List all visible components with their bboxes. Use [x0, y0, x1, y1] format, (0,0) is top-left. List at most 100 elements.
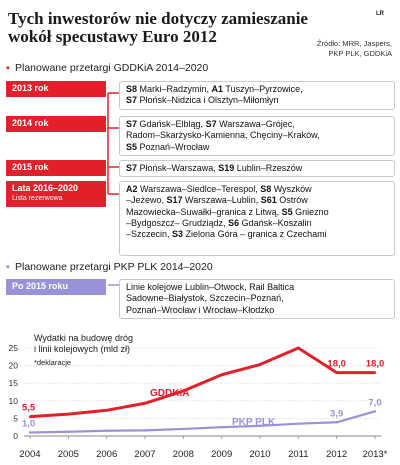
data-point: [220, 426, 223, 429]
data-point: [182, 427, 185, 431]
gddkia-row-2014-route-text: Warszawa–Grójec, Radom–Skarżysko-Kamienn…: [126, 119, 320, 141]
gddkia-row-2016-2020-road-code: S8: [260, 184, 272, 194]
label-reserve-list: Lista rezerwowa: [12, 195, 63, 202]
author-tag: LR: [376, 11, 384, 17]
series-line-pkp-plk: [29, 410, 376, 434]
y-tick-label: 15: [9, 378, 19, 388]
source-line-2: PKP PLK, GDDKiA: [328, 48, 392, 58]
data-point: [335, 421, 338, 424]
chart-series: 5,5 18,0 18,0 GDDKiA 1,0 3,9 7,0 PKP PLK: [22, 346, 385, 434]
gddkia-row-2016-2020-route-text: Gniezno –Bydgoszcz– Grudziądz,: [126, 206, 329, 228]
gddkia-row-2015: S7 Płońsk–Warszawa, S19 Lublin–Rzeszów: [119, 160, 395, 177]
data-label: 3,9: [330, 408, 343, 419]
chart-title-line-2: i linii kolejowych (mld zł): [34, 344, 130, 354]
gddkia-row-2016-2020-route-text: Ostrów Mazowiecka–Suwałki–granica z Litw…: [126, 195, 308, 217]
data-point: [373, 371, 377, 374]
data-point: [297, 422, 300, 425]
data-point: [143, 402, 147, 405]
gddkia-row-2016-2020-road-code: S17: [166, 195, 183, 206]
gddkia-row-2015-road-code: S19: [218, 163, 235, 173]
gddkia-row-2015-route-text: Lublin–Rzeszów: [234, 163, 303, 173]
label-2013: 2013 rok: [6, 81, 106, 97]
label-2014: 2014 rok: [6, 116, 106, 132]
gddkia-row-2013-road-code: S8: [126, 84, 138, 94]
x-tick-label: 2013*: [363, 449, 388, 460]
data-point: [297, 346, 300, 350]
series-name-label: PKP PLK: [232, 417, 276, 428]
gddkia-row-2015-route-text: Płońsk–Warszawa,: [137, 163, 219, 173]
gddkia-row-2014-route-text: Poznań–Wrocław: [137, 141, 210, 152]
gddkia-row-2014: S7 Gdańsk–Elbląg, S7 Warszawa–Grójec, Ra…: [119, 116, 395, 156]
pkp-row-after-2015-route-text: Linie kolejowe Lublin–Otwock, Rail Balti…: [126, 282, 295, 315]
gddkia-row-2016-2020-route-text: Warszawa–Siedlce–Terespol,: [137, 184, 261, 194]
label-2014-text: 2014 rok: [12, 118, 49, 128]
data-point: [335, 371, 338, 374]
x-tick-label: 2005: [58, 449, 79, 460]
gddkia-row-2016-2020-road-code: S3: [172, 229, 184, 240]
label-2016-2020-text: Lata 2016–2020: [12, 183, 79, 193]
x-tick-label: 2006: [96, 449, 117, 460]
data-point: [67, 430, 70, 433]
purple-square-icon: ▪: [6, 261, 10, 273]
pkp-row-after-2015: Linie kolejowe Lublin–Otwock, Rail Balti…: [119, 279, 395, 319]
chart-title-line-1: Wydatki na budowę dróg: [34, 333, 133, 343]
data-label: 18,0: [366, 359, 385, 370]
gddkia-row-2016-2020-road-code: S5: [281, 206, 293, 217]
x-tick-label: 2004: [19, 449, 40, 460]
gddkia-heading-text: Planowane przetargi GDDKiA 2014–2020: [15, 62, 209, 74]
gddkia-row-2013-route-text: Marki–Radzymin,: [137, 84, 212, 94]
source-line-1: Źródło: MRR, Jaspers,: [316, 39, 392, 48]
data-point: [258, 363, 262, 366]
gddkia-row-2016-2020-road-code: S6: [228, 217, 240, 228]
chart-x-ticks: 2004 2005 2006 2007 2008 2009 2010 2011 2012 2013…: [19, 436, 388, 460]
y-tick-label: 20: [9, 361, 19, 371]
gddkia-row-2016-2020-route-text: Wyszków –Jeżewo,: [126, 184, 312, 206]
data-point: [28, 415, 32, 418]
gddkia-row-2014-road-code: S5: [126, 141, 138, 152]
label-2016-2020: Lata 2016–2020 Lista rezerwowa: [6, 181, 106, 207]
gddkia-row-2016-2020: A2 Warszawa–Siedlce–Terespol, S8 Wyszków…: [119, 181, 395, 256]
x-tick-label: 2007: [134, 449, 155, 460]
data-point: [373, 410, 377, 413]
data-point: [258, 424, 262, 427]
red-square-icon: ▪: [6, 62, 10, 74]
gddkia-row-2014-route-text: Gdańsk–Elbląg,: [137, 119, 206, 129]
y-tick-label: 0: [13, 431, 18, 441]
label-2013-text: 2013 rok: [12, 83, 49, 93]
x-tick-label: 2011: [288, 449, 308, 460]
data-label: 1,0: [22, 418, 35, 429]
label-2015-text: 2015 rok: [12, 162, 49, 172]
gddkia-row-2016-2020-route-text: Gdańsk–Koszalin –Szczecin,: [126, 217, 312, 240]
gddkia-row-2013-route-text: Tuszyn–Pyrzowice,: [225, 84, 303, 94]
gddkia-row-2016-2020-route-text: Warszawa–Lublin,: [182, 195, 261, 206]
series-line-gddkia: [29, 346, 375, 419]
data-point: [67, 412, 70, 416]
y-tick-label: 25: [9, 343, 19, 353]
x-tick-label: 2010: [249, 449, 270, 460]
pkp-heading: ▪ Planowane przetargi PKP PLK 2014–2020: [6, 261, 213, 273]
label-2015: 2015 rok: [6, 160, 106, 176]
data-label: 5,5: [22, 403, 36, 414]
data-point: [182, 389, 185, 393]
x-tick-label: 2009: [211, 449, 232, 460]
y-tick-label: 5: [13, 413, 18, 423]
x-tick-label: 2012: [326, 449, 347, 460]
pkp-heading-text: Planowane przetargi PKP PLK 2014–2020: [15, 261, 213, 273]
gddkia-heading: ▪ Planowane przetargi GDDKiA 2014–2020: [6, 62, 208, 74]
gddkia-row-2013-road-code: S7: [126, 95, 138, 106]
data-point: [143, 429, 147, 432]
gddkia-row-2016-2020-road-code: S61: [260, 195, 277, 206]
data-point: [28, 431, 32, 434]
x-tick-label: 2008: [173, 449, 194, 460]
chart-note: *deklaracje: [34, 358, 71, 367]
data-label: 18,0: [327, 359, 346, 370]
data-point: [105, 429, 108, 432]
gddkia-row-2015-road-code: S7: [126, 163, 138, 173]
y-tick-label: 10: [9, 396, 19, 406]
chart-y-ticks: 0 5 10 15 20 25: [9, 343, 19, 441]
source-note: Źródło: MRR, Jaspers, PKP PLK, GDDKiA: [317, 39, 392, 58]
gddkia-row-2013: S8 Marki–Radzymin, A1 Tuszyn–Pyrzowice, …: [119, 81, 395, 110]
gddkia-row-2013-road-code: A1: [211, 84, 224, 94]
